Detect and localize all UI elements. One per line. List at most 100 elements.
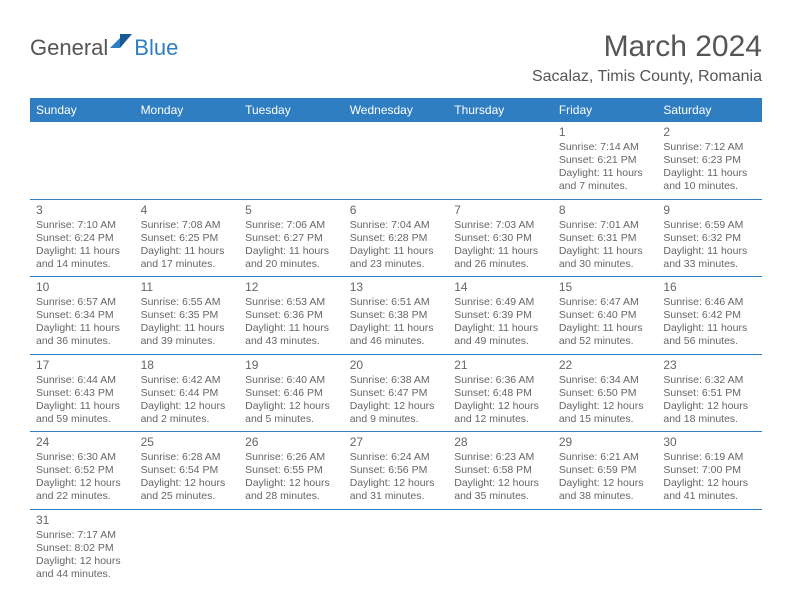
day-number: 24 [36, 435, 129, 450]
day-sunrise: Sunrise: 7:01 AM [559, 219, 652, 232]
day-number: 12 [245, 280, 338, 295]
calendar-row: 1Sunrise: 7:14 AMSunset: 6:21 PMDaylight… [30, 122, 762, 199]
day-sunrise: Sunrise: 7:14 AM [559, 141, 652, 154]
day-sunrise: Sunrise: 6:47 AM [559, 296, 652, 309]
day-daylight2: and 23 minutes. [350, 258, 443, 271]
day-daylight1: Daylight: 11 hours [559, 245, 652, 258]
day-daylight1: Daylight: 11 hours [245, 245, 338, 258]
calendar-cell [239, 509, 344, 586]
calendar-cell: 6Sunrise: 7:04 AMSunset: 6:28 PMDaylight… [344, 199, 449, 277]
calendar-row: 17Sunrise: 6:44 AMSunset: 6:43 PMDayligh… [30, 354, 762, 432]
weekday-header: Thursday [448, 98, 553, 122]
calendar-cell: 8Sunrise: 7:01 AMSunset: 6:31 PMDaylight… [553, 199, 658, 277]
day-sunset: Sunset: 6:25 PM [141, 232, 234, 245]
day-daylight1: Daylight: 11 hours [663, 167, 756, 180]
day-daylight2: and 7 minutes. [559, 180, 652, 193]
day-daylight2: and 56 minutes. [663, 335, 756, 348]
day-sunrise: Sunrise: 6:19 AM [663, 451, 756, 464]
day-sunrise: Sunrise: 6:51 AM [350, 296, 443, 309]
weekday-header: Saturday [657, 98, 762, 122]
day-sunrise: Sunrise: 7:17 AM [36, 529, 129, 542]
day-number: 17 [36, 358, 129, 373]
day-daylight2: and 17 minutes. [141, 258, 234, 271]
day-sunrise: Sunrise: 6:44 AM [36, 374, 129, 387]
day-daylight1: Daylight: 11 hours [350, 322, 443, 335]
day-number: 31 [36, 513, 129, 528]
day-daylight1: Daylight: 12 hours [141, 400, 234, 413]
day-number: 14 [454, 280, 547, 295]
day-number: 7 [454, 203, 547, 218]
day-sunrise: Sunrise: 6:49 AM [454, 296, 547, 309]
calendar-cell: 27Sunrise: 6:24 AMSunset: 6:56 PMDayligh… [344, 432, 449, 510]
day-number: 8 [559, 203, 652, 218]
location: Sacalaz, Timis County, Romania [532, 68, 762, 86]
day-daylight2: and 5 minutes. [245, 413, 338, 426]
day-number: 16 [663, 280, 756, 295]
day-number: 19 [245, 358, 338, 373]
day-sunrise: Sunrise: 6:34 AM [559, 374, 652, 387]
day-number: 11 [141, 280, 234, 295]
day-daylight2: and 52 minutes. [559, 335, 652, 348]
day-daylight1: Daylight: 11 hours [141, 245, 234, 258]
day-number: 23 [663, 358, 756, 373]
day-sunrise: Sunrise: 6:32 AM [663, 374, 756, 387]
day-sunset: Sunset: 6:27 PM [245, 232, 338, 245]
day-sunset: Sunset: 6:44 PM [141, 387, 234, 400]
calendar-cell: 24Sunrise: 6:30 AMSunset: 6:52 PMDayligh… [30, 432, 135, 510]
day-sunset: Sunset: 6:39 PM [454, 309, 547, 322]
calendar-cell: 10Sunrise: 6:57 AMSunset: 6:34 PMDayligh… [30, 277, 135, 355]
calendar-cell: 25Sunrise: 6:28 AMSunset: 6:54 PMDayligh… [135, 432, 240, 510]
day-daylight1: Daylight: 12 hours [559, 400, 652, 413]
day-daylight1: Daylight: 11 hours [36, 400, 129, 413]
weekday-header: Sunday [30, 98, 135, 122]
day-sunrise: Sunrise: 7:12 AM [663, 141, 756, 154]
day-daylight2: and 59 minutes. [36, 413, 129, 426]
calendar-cell [135, 509, 240, 586]
calendar-cell: 19Sunrise: 6:40 AMSunset: 6:46 PMDayligh… [239, 354, 344, 432]
day-number: 9 [663, 203, 756, 218]
calendar-cell: 9Sunrise: 6:59 AMSunset: 6:32 PMDaylight… [657, 199, 762, 277]
calendar-cell: 4Sunrise: 7:08 AMSunset: 6:25 PMDaylight… [135, 199, 240, 277]
day-daylight1: Daylight: 12 hours [663, 477, 756, 490]
day-sunrise: Sunrise: 6:30 AM [36, 451, 129, 464]
day-daylight2: and 22 minutes. [36, 490, 129, 503]
calendar-table: SundayMondayTuesdayWednesdayThursdayFrid… [30, 98, 762, 586]
day-sunrise: Sunrise: 6:53 AM [245, 296, 338, 309]
day-sunrise: Sunrise: 6:36 AM [454, 374, 547, 387]
calendar-cell [135, 122, 240, 199]
day-daylight2: and 28 minutes. [245, 490, 338, 503]
weekday-header: Friday [553, 98, 658, 122]
day-sunset: Sunset: 6:38 PM [350, 309, 443, 322]
day-sunset: Sunset: 6:30 PM [454, 232, 547, 245]
day-daylight1: Daylight: 11 hours [559, 322, 652, 335]
calendar-cell: 5Sunrise: 7:06 AMSunset: 6:27 PMDaylight… [239, 199, 344, 277]
calendar-row: 31Sunrise: 7:17 AMSunset: 8:02 PMDayligh… [30, 509, 762, 586]
day-daylight2: and 14 minutes. [36, 258, 129, 271]
day-daylight1: Daylight: 12 hours [350, 477, 443, 490]
day-number: 25 [141, 435, 234, 450]
day-sunset: Sunset: 6:21 PM [559, 154, 652, 167]
weekday-header-row: SundayMondayTuesdayWednesdayThursdayFrid… [30, 98, 762, 122]
weekday-header: Tuesday [239, 98, 344, 122]
day-daylight2: and 33 minutes. [663, 258, 756, 271]
day-sunrise: Sunrise: 7:06 AM [245, 219, 338, 232]
day-number: 4 [141, 203, 234, 218]
calendar-cell [553, 509, 658, 586]
day-daylight2: and 36 minutes. [36, 335, 129, 348]
day-daylight1: Daylight: 12 hours [141, 477, 234, 490]
day-sunset: Sunset: 6:51 PM [663, 387, 756, 400]
calendar-cell: 15Sunrise: 6:47 AMSunset: 6:40 PMDayligh… [553, 277, 658, 355]
day-sunrise: Sunrise: 6:55 AM [141, 296, 234, 309]
day-daylight1: Daylight: 11 hours [454, 322, 547, 335]
day-sunset: Sunset: 6:40 PM [559, 309, 652, 322]
day-sunrise: Sunrise: 6:38 AM [350, 374, 443, 387]
day-daylight2: and 44 minutes. [36, 568, 129, 581]
month-title: March 2024 [532, 30, 762, 64]
day-number: 20 [350, 358, 443, 373]
day-sunrise: Sunrise: 6:46 AM [663, 296, 756, 309]
day-sunset: Sunset: 6:35 PM [141, 309, 234, 322]
day-sunrise: Sunrise: 6:23 AM [454, 451, 547, 464]
day-sunset: Sunset: 6:34 PM [36, 309, 129, 322]
calendar-cell: 23Sunrise: 6:32 AMSunset: 6:51 PMDayligh… [657, 354, 762, 432]
calendar-cell: 3Sunrise: 7:10 AMSunset: 6:24 PMDaylight… [30, 199, 135, 277]
